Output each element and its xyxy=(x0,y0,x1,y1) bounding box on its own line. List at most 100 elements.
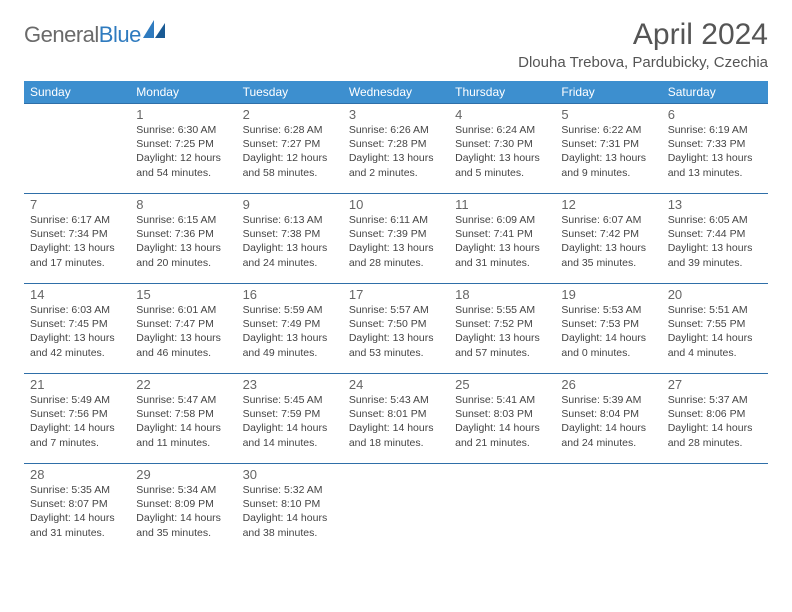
sunrise-line: Sunrise: 6:13 AM xyxy=(243,213,337,227)
sunset-line: Sunset: 7:47 PM xyxy=(136,317,230,331)
logo: GeneralBlue xyxy=(24,18,165,48)
calendar-day-cell: 10Sunrise: 6:11 AMSunset: 7:39 PMDayligh… xyxy=(343,194,449,284)
sunset-line: Sunset: 7:38 PM xyxy=(243,227,337,241)
sunrise-line: Sunrise: 5:43 AM xyxy=(349,393,443,407)
daylight-line: Daylight: 13 hours and 28 minutes. xyxy=(349,241,443,269)
daylight-line: Daylight: 14 hours and 31 minutes. xyxy=(30,511,124,539)
sunset-line: Sunset: 8:06 PM xyxy=(668,407,762,421)
day-number: 9 xyxy=(243,197,337,212)
daylight-line: Daylight: 14 hours and 28 minutes. xyxy=(668,421,762,449)
day-number: 24 xyxy=(349,377,443,392)
sunset-line: Sunset: 7:58 PM xyxy=(136,407,230,421)
sunset-line: Sunset: 7:36 PM xyxy=(136,227,230,241)
sunrise-line: Sunrise: 5:45 AM xyxy=(243,393,337,407)
sunset-line: Sunset: 7:53 PM xyxy=(561,317,655,331)
sunset-line: Sunset: 7:28 PM xyxy=(349,137,443,151)
weekday-header: Monday xyxy=(130,81,236,104)
day-number: 23 xyxy=(243,377,337,392)
sunrise-line: Sunrise: 6:11 AM xyxy=(349,213,443,227)
sunrise-line: Sunrise: 6:26 AM xyxy=(349,123,443,137)
sunset-line: Sunset: 7:45 PM xyxy=(30,317,124,331)
sunrise-line: Sunrise: 6:03 AM xyxy=(30,303,124,317)
calendar-day-cell: 14Sunrise: 6:03 AMSunset: 7:45 PMDayligh… xyxy=(24,284,130,374)
calendar-day-cell: 8Sunrise: 6:15 AMSunset: 7:36 PMDaylight… xyxy=(130,194,236,284)
calendar-day-cell: 13Sunrise: 6:05 AMSunset: 7:44 PMDayligh… xyxy=(662,194,768,284)
sunset-line: Sunset: 7:41 PM xyxy=(455,227,549,241)
sunrise-line: Sunrise: 6:24 AM xyxy=(455,123,549,137)
sunrise-line: Sunrise: 6:05 AM xyxy=(668,213,762,227)
daylight-line: Daylight: 13 hours and 35 minutes. xyxy=(561,241,655,269)
calendar-day-cell: 2Sunrise: 6:28 AMSunset: 7:27 PMDaylight… xyxy=(237,104,343,194)
calendar-day-cell: 26Sunrise: 5:39 AMSunset: 8:04 PMDayligh… xyxy=(555,374,661,464)
day-number: 17 xyxy=(349,287,443,302)
calendar-empty-cell xyxy=(343,464,449,554)
calendar-day-cell: 17Sunrise: 5:57 AMSunset: 7:50 PMDayligh… xyxy=(343,284,449,374)
calendar-day-cell: 18Sunrise: 5:55 AMSunset: 7:52 PMDayligh… xyxy=(449,284,555,374)
day-number: 2 xyxy=(243,107,337,122)
day-number: 6 xyxy=(668,107,762,122)
weekday-header: Saturday xyxy=(662,81,768,104)
calendar-table: SundayMondayTuesdayWednesdayThursdayFrid… xyxy=(24,81,768,554)
calendar-day-cell: 6Sunrise: 6:19 AMSunset: 7:33 PMDaylight… xyxy=(662,104,768,194)
sunrise-line: Sunrise: 5:53 AM xyxy=(561,303,655,317)
calendar-empty-cell xyxy=(24,104,130,194)
calendar-day-cell: 21Sunrise: 5:49 AMSunset: 7:56 PMDayligh… xyxy=(24,374,130,464)
calendar-day-cell: 22Sunrise: 5:47 AMSunset: 7:58 PMDayligh… xyxy=(130,374,236,464)
calendar-day-cell: 4Sunrise: 6:24 AMSunset: 7:30 PMDaylight… xyxy=(449,104,555,194)
sunrise-line: Sunrise: 6:28 AM xyxy=(243,123,337,137)
month-title: April 2024 xyxy=(518,18,768,52)
daylight-line: Daylight: 13 hours and 13 minutes. xyxy=(668,151,762,179)
daylight-line: Daylight: 13 hours and 57 minutes. xyxy=(455,331,549,359)
sunset-line: Sunset: 8:03 PM xyxy=(455,407,549,421)
sunrise-line: Sunrise: 6:15 AM xyxy=(136,213,230,227)
calendar-day-cell: 3Sunrise: 6:26 AMSunset: 7:28 PMDaylight… xyxy=(343,104,449,194)
day-number: 13 xyxy=(668,197,762,212)
sunset-line: Sunset: 7:42 PM xyxy=(561,227,655,241)
sunset-line: Sunset: 7:34 PM xyxy=(30,227,124,241)
sunrise-line: Sunrise: 5:34 AM xyxy=(136,483,230,497)
calendar-day-cell: 7Sunrise: 6:17 AMSunset: 7:34 PMDaylight… xyxy=(24,194,130,284)
sunset-line: Sunset: 7:59 PM xyxy=(243,407,337,421)
daylight-line: Daylight: 14 hours and 18 minutes. xyxy=(349,421,443,449)
sunrise-line: Sunrise: 5:59 AM xyxy=(243,303,337,317)
sunrise-line: Sunrise: 5:51 AM xyxy=(668,303,762,317)
day-number: 27 xyxy=(668,377,762,392)
calendar-day-cell: 9Sunrise: 6:13 AMSunset: 7:38 PMDaylight… xyxy=(237,194,343,284)
sunrise-line: Sunrise: 6:07 AM xyxy=(561,213,655,227)
daylight-line: Daylight: 12 hours and 58 minutes. xyxy=(243,151,337,179)
calendar-day-cell: 24Sunrise: 5:43 AMSunset: 8:01 PMDayligh… xyxy=(343,374,449,464)
calendar-day-cell: 1Sunrise: 6:30 AMSunset: 7:25 PMDaylight… xyxy=(130,104,236,194)
day-number: 16 xyxy=(243,287,337,302)
calendar-day-cell: 30Sunrise: 5:32 AMSunset: 8:10 PMDayligh… xyxy=(237,464,343,554)
day-number: 4 xyxy=(455,107,549,122)
sunrise-line: Sunrise: 5:57 AM xyxy=(349,303,443,317)
daylight-line: Daylight: 13 hours and 17 minutes. xyxy=(30,241,124,269)
weekday-header: Friday xyxy=(555,81,661,104)
weekday-header: Thursday xyxy=(449,81,555,104)
sunset-line: Sunset: 8:07 PM xyxy=(30,497,124,511)
daylight-line: Daylight: 13 hours and 31 minutes. xyxy=(455,241,549,269)
day-number: 30 xyxy=(243,467,337,482)
sunrise-line: Sunrise: 5:49 AM xyxy=(30,393,124,407)
weekday-header: Sunday xyxy=(24,81,130,104)
daylight-line: Daylight: 14 hours and 21 minutes. xyxy=(455,421,549,449)
sunset-line: Sunset: 7:33 PM xyxy=(668,137,762,151)
sunrise-line: Sunrise: 5:47 AM xyxy=(136,393,230,407)
sunset-line: Sunset: 8:09 PM xyxy=(136,497,230,511)
calendar-week-row: 1Sunrise: 6:30 AMSunset: 7:25 PMDaylight… xyxy=(24,104,768,194)
sunrise-line: Sunrise: 5:37 AM xyxy=(668,393,762,407)
day-number: 5 xyxy=(561,107,655,122)
day-number: 1 xyxy=(136,107,230,122)
sunset-line: Sunset: 7:55 PM xyxy=(668,317,762,331)
daylight-line: Daylight: 13 hours and 5 minutes. xyxy=(455,151,549,179)
calendar-day-cell: 27Sunrise: 5:37 AMSunset: 8:06 PMDayligh… xyxy=(662,374,768,464)
day-number: 22 xyxy=(136,377,230,392)
location: Dlouha Trebova, Pardubicky, Czechia xyxy=(518,54,768,71)
daylight-line: Daylight: 14 hours and 4 minutes. xyxy=(668,331,762,359)
sunrise-line: Sunrise: 6:01 AM xyxy=(136,303,230,317)
daylight-line: Daylight: 13 hours and 20 minutes. xyxy=(136,241,230,269)
daylight-line: Daylight: 14 hours and 11 minutes. xyxy=(136,421,230,449)
day-number: 14 xyxy=(30,287,124,302)
sunrise-line: Sunrise: 6:30 AM xyxy=(136,123,230,137)
day-number: 21 xyxy=(30,377,124,392)
